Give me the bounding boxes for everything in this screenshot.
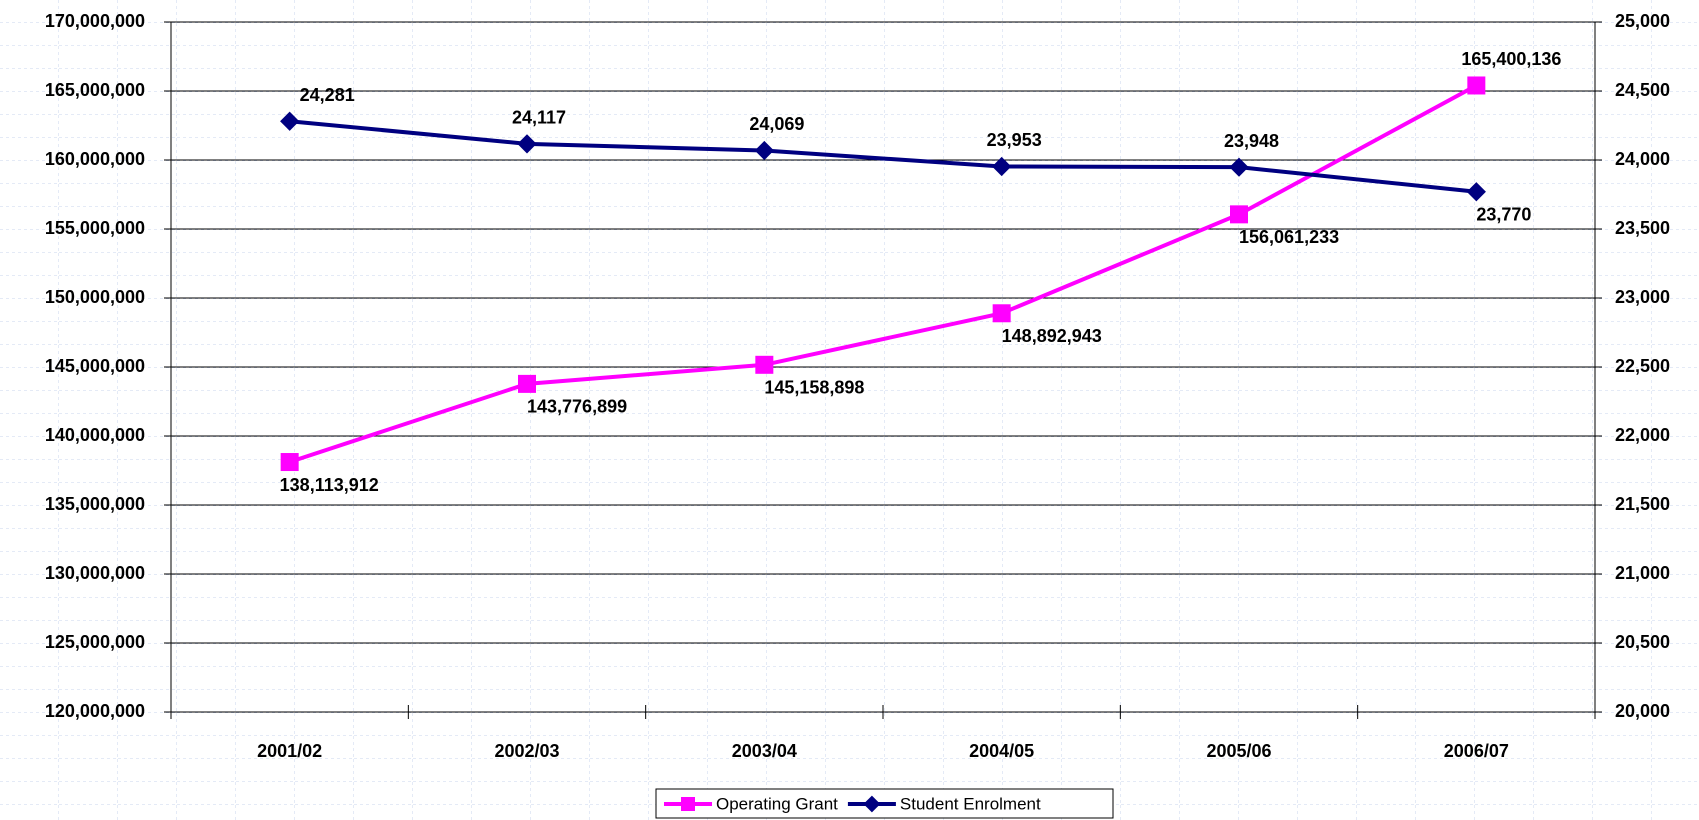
- y2-tick-label: 23,500: [1615, 218, 1670, 238]
- legend-marker: [681, 797, 695, 811]
- y-tick-label: 135,000,000: [45, 494, 145, 514]
- y-tick-label: 120,000,000: [45, 701, 145, 721]
- y-tick-label: 160,000,000: [45, 149, 145, 169]
- y-tick-label: 125,000,000: [45, 632, 145, 652]
- x-tick-label: 2002/03: [494, 741, 559, 761]
- data-point: [1230, 205, 1248, 224]
- data-label: 145,158,898: [764, 378, 864, 398]
- data-point: [1466, 182, 1486, 202]
- data-point: [280, 111, 300, 131]
- data-label: 148,892,943: [1002, 326, 1102, 346]
- data-label: 24,069: [749, 114, 804, 134]
- data-label: 23,948: [1224, 131, 1279, 151]
- y2-tick-label: 21,000: [1615, 563, 1670, 583]
- y2-tick-label: 22,500: [1615, 356, 1670, 376]
- data-label: 138,113,912: [280, 475, 379, 495]
- y2-tick-label: 20,500: [1615, 632, 1670, 652]
- legend-marker: [863, 795, 881, 813]
- y2-tick-label: 24,500: [1615, 80, 1670, 100]
- data-label: 143,776,899: [527, 397, 627, 417]
- data-label: 156,061,233: [1239, 227, 1339, 247]
- y2-tick-label: 22,000: [1615, 425, 1670, 445]
- y-tick-label: 130,000,000: [45, 563, 145, 583]
- data-point: [1229, 157, 1249, 177]
- x-tick-label: 2003/04: [732, 741, 797, 761]
- y-tick-label: 170,000,000: [45, 11, 145, 31]
- y2-tick-label: 20,000: [1615, 701, 1670, 721]
- x-tick-label: 2006/07: [1444, 741, 1509, 761]
- data-label: 23,953: [987, 130, 1042, 150]
- series-line: [289, 119, 1477, 194]
- data-label: 23,770: [1476, 204, 1531, 224]
- y-tick-label: 150,000,000: [45, 287, 145, 307]
- data-point: [518, 374, 536, 393]
- x-tick-label: 2005/06: [1206, 741, 1271, 761]
- data-point: [280, 453, 299, 472]
- data-point: [992, 304, 1011, 323]
- legend-label: Student Enrolment: [900, 794, 1041, 813]
- data-point: [755, 355, 774, 374]
- x-tick-label: 2004/05: [969, 741, 1034, 761]
- series-line: [289, 83, 1478, 464]
- y-tick-label: 140,000,000: [45, 425, 145, 445]
- legend: Operating Grant Student Enrolment: [655, 788, 1114, 819]
- y2-tick-label: 23,000: [1615, 287, 1670, 307]
- data-point: [517, 134, 537, 154]
- y-tick-label: 155,000,000: [45, 218, 145, 238]
- y-tick-label: 165,000,000: [45, 80, 145, 100]
- data-point: [992, 156, 1012, 177]
- y2-tick-label: 24,000: [1615, 149, 1670, 169]
- data-label: 24,117: [512, 108, 566, 128]
- data-point: [1467, 76, 1486, 95]
- y2-tick-label: 25,000: [1615, 11, 1670, 31]
- x-tick-label: 2001/02: [257, 741, 322, 761]
- y2-tick-label: 21,500: [1615, 494, 1670, 514]
- data-point: [754, 140, 774, 161]
- data-label: 24,281: [300, 85, 355, 105]
- y-tick-label: 145,000,000: [45, 356, 145, 376]
- data-label: 165,400,136: [1461, 49, 1561, 69]
- legend-label: Operating Grant: [716, 794, 838, 813]
